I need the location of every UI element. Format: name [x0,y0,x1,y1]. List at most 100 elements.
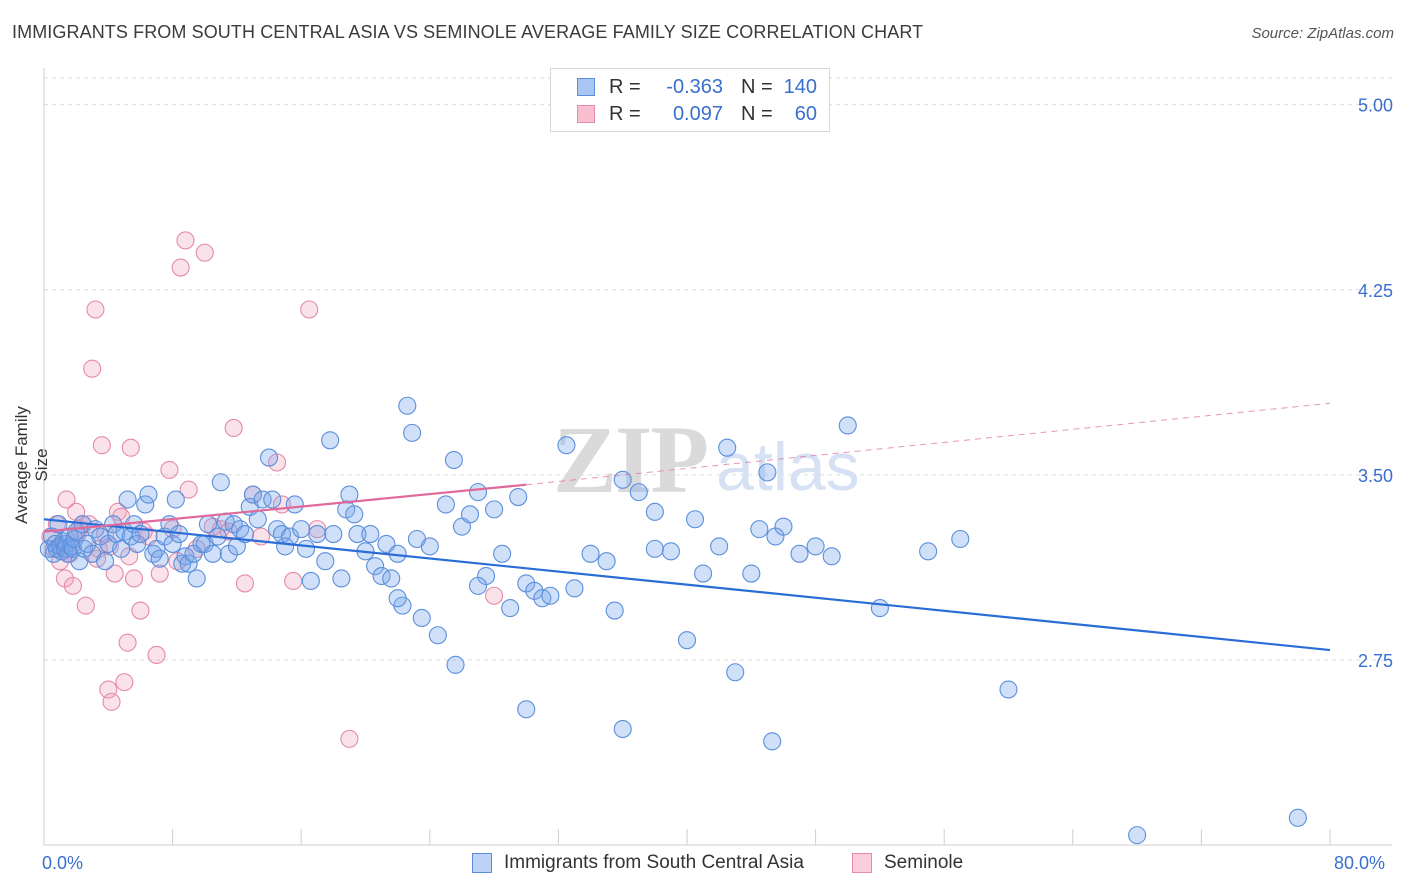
immigrants-point [485,500,504,519]
legend-row-blue: R = -0.363 N = 140 [577,73,817,101]
immigrants-point [276,537,295,556]
seminole-point [76,596,95,615]
immigrants-point [581,544,600,563]
immigrants-point [345,505,364,524]
legend-swatch-blue [577,78,595,96]
seminole-point [118,633,137,652]
legend-r-value: -0.363 [666,75,723,98]
immigrants-point [605,601,624,620]
immigrants-point [468,576,488,595]
seminole-point [284,571,303,591]
immigrants-point [340,485,359,504]
immigrants-point [118,490,137,509]
seminole-point [235,574,254,593]
seminole-point [86,300,105,319]
legend-n-label: N = [741,75,773,98]
legend-row-pink: R = 0.097 N = 60 [577,100,817,128]
immigrants-point [806,537,825,556]
legend-swatch-pink [577,105,595,123]
immigrants-point [517,700,536,719]
immigrants-point [838,416,857,435]
seminole-point [92,436,111,455]
immigrants-trendline [43,518,1331,652]
immigrants-point [541,586,560,605]
immigrants-point [136,495,155,514]
y-tick-label: 4.25 [1358,281,1393,301]
immigrants-point [613,470,632,489]
immigrants-point [645,539,664,558]
immigrants-points [39,396,1307,845]
immigrants-point [428,626,447,645]
immigrants-point [501,599,520,618]
immigrants-point [308,525,327,544]
immigrants-point [420,537,439,556]
y-tick-label: 3.50 [1358,466,1393,486]
legend-r-value: 0.097 [672,102,723,125]
legend-n-value: 60 [794,102,817,125]
immigrants-point [493,544,512,563]
bottom-legend-swatch-pink [852,853,872,873]
trendlines [43,402,1331,652]
seminole-point [124,569,144,588]
y-axis-label: Average Family Size [12,406,51,524]
immigrants-point [248,510,267,529]
immigrants-point [790,544,809,563]
stats-legend: R = -0.363 N = 140 R = 0.097 N = 60 [550,68,830,132]
immigrants-point [870,599,889,618]
seminole-point [150,564,169,583]
immigrants-point [259,448,279,467]
watermark: ZIP atlas [553,406,860,513]
y-tick-label: 2.75 [1358,651,1393,671]
bottom-legend-series2: Seminole [852,852,963,874]
seminole-point [57,490,76,509]
immigrants-point [253,490,272,509]
immigrants-point [677,631,697,650]
seminole-point [300,300,319,319]
immigrants-point [444,450,463,470]
immigrants-point [301,571,320,591]
immigrants-point [316,552,335,571]
immigrants-point [243,485,263,504]
immigrants-point [187,569,206,588]
seminole-point [179,480,198,499]
immigrants-point [163,534,182,553]
immigrants-point [231,520,250,539]
immigrants-point [468,483,488,502]
immigrants-point [1128,826,1147,845]
immigrants-point [446,655,465,674]
seminole-point [485,586,504,605]
seminole-point [115,673,134,692]
seminole-trendline-extension [526,402,1331,486]
immigrants-point [203,544,222,563]
watermark-atlas: atlas [716,429,860,505]
immigrants-point [565,579,584,598]
immigrants-point [742,564,761,583]
seminole-trendline [43,483,527,533]
immigrants-point [613,719,632,739]
gridlines [44,77,1392,661]
bottom-legend-swatch-blue [472,853,492,873]
seminole-point [83,359,102,378]
immigrants-point [321,431,340,450]
immigrants-point [211,473,230,492]
immigrants-point [296,539,316,558]
y-tick-labels: 5.00 4.25 3.50 2.75 [1358,96,1393,671]
immigrants-point [460,505,480,524]
seminole-point [63,576,82,595]
immigrants-point [324,525,343,544]
immigrants-point [366,557,385,576]
x-tick-min: 0.0% [42,853,84,873]
immigrants-point [750,520,769,539]
immigrants-point [96,552,115,571]
immigrants-point [685,510,705,529]
immigrants-point [645,502,664,521]
immigrants-point [951,529,970,549]
immigrants-point [128,534,147,553]
immigrants-point [557,436,576,455]
immigrants-point [509,487,528,507]
immigrants-point [139,485,158,504]
legend-n-label: N = [741,102,773,125]
immigrants-point [710,537,729,556]
immigrants-point [629,483,648,502]
